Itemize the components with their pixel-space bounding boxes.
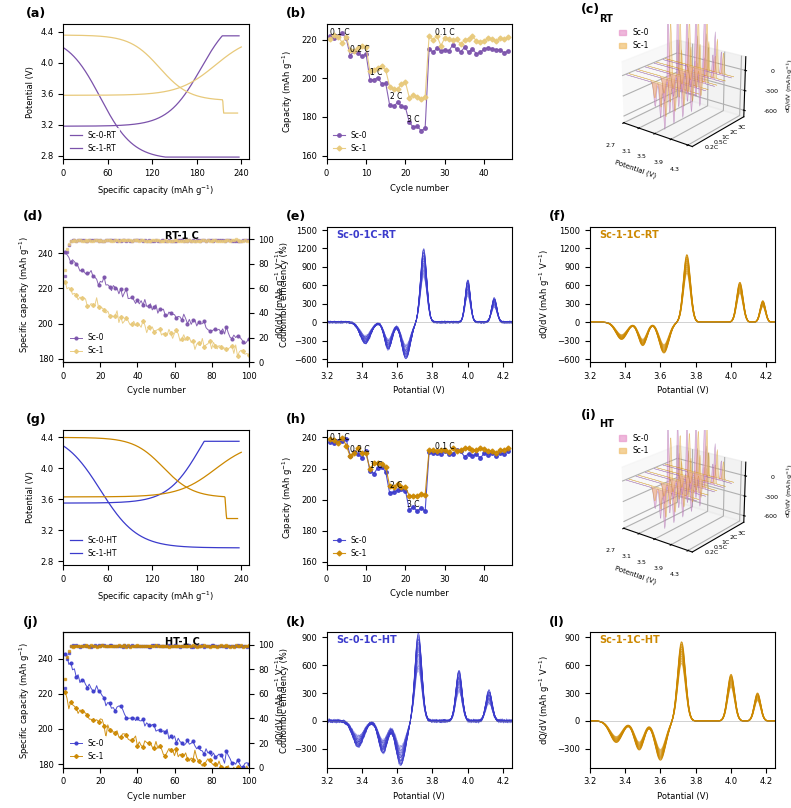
X-axis label: Cycle number: Cycle number (390, 589, 448, 598)
Y-axis label: Capacity (mAh g$^{-1}$): Capacity (mAh g$^{-1}$) (281, 50, 295, 133)
Legend: Sc-0, Sc-1: Sc-0, Sc-1 (331, 128, 370, 156)
Text: 0.1 C: 0.1 C (435, 442, 455, 451)
Text: 3 C: 3 C (407, 115, 420, 124)
Text: (i): (i) (581, 409, 597, 422)
X-axis label: Cycle number: Cycle number (127, 386, 185, 395)
Text: 0.1 C: 0.1 C (435, 27, 455, 37)
Text: 0.2 C: 0.2 C (350, 45, 370, 54)
Text: 3 C: 3 C (407, 499, 420, 508)
Y-axis label: Potential (V): Potential (V) (25, 471, 35, 524)
Text: 0.1 C: 0.1 C (331, 433, 350, 442)
Legend: Sc-0, Sc-1: Sc-0, Sc-1 (331, 533, 370, 561)
Legend: Sc-0, Sc-1: Sc-0, Sc-1 (619, 28, 649, 50)
Text: (e): (e) (286, 210, 306, 223)
Text: (g): (g) (26, 413, 47, 426)
Text: 0.2 C: 0.2 C (350, 445, 370, 454)
Text: 0.1 C: 0.1 C (331, 27, 350, 37)
Y-axis label: Specific capacity (mAh g$^{-1}$): Specific capacity (mAh g$^{-1}$) (17, 236, 32, 353)
Text: (f): (f) (549, 210, 566, 223)
Text: RT: RT (599, 14, 612, 23)
Y-axis label: dQ/dV (mAh g$^{-1}$ V$^{-1}$): dQ/dV (mAh g$^{-1}$ V$^{-1}$) (274, 655, 289, 745)
X-axis label: Potantial (V): Potantial (V) (393, 792, 445, 801)
X-axis label: Potential (V): Potential (V) (614, 565, 657, 585)
Y-axis label: dQ/dV (mAh g$^{-1}$ V$^{-1}$): dQ/dV (mAh g$^{-1}$ V$^{-1}$) (274, 250, 289, 339)
Legend: Sc-0, Sc-1: Sc-0, Sc-1 (619, 434, 649, 456)
Text: (h): (h) (286, 413, 306, 426)
X-axis label: Potantial (V): Potantial (V) (393, 386, 445, 395)
Text: RT-1 C: RT-1 C (165, 231, 199, 242)
Text: (a): (a) (26, 7, 47, 20)
Text: Sc-0-1C-RT: Sc-0-1C-RT (336, 229, 396, 240)
Legend: Sc-0-HT, Sc-1-HT: Sc-0-HT, Sc-1-HT (67, 533, 120, 561)
Text: 2 C: 2 C (390, 481, 402, 490)
Y-axis label: Specific capacity (mAh g$^{-1}$): Specific capacity (mAh g$^{-1}$) (17, 642, 32, 759)
Y-axis label: dQ/dV (mAh g$^{-1}$ V$^{-1}$): dQ/dV (mAh g$^{-1}$ V$^{-1}$) (537, 250, 551, 339)
Text: HT-1 C: HT-1 C (165, 637, 200, 646)
Legend: Sc-0, Sc-1: Sc-0, Sc-1 (67, 736, 108, 764)
Text: 1 C: 1 C (370, 69, 382, 78)
Text: (j): (j) (22, 616, 39, 629)
Text: (d): (d) (22, 210, 44, 223)
X-axis label: Cycle number: Cycle number (127, 792, 185, 801)
X-axis label: Potantial (V): Potantial (V) (657, 792, 709, 801)
Y-axis label: Coulombic efficiency (%): Coulombic efficiency (%) (280, 242, 289, 347)
Text: (k): (k) (286, 616, 306, 629)
X-axis label: Specific capacity (mAh g$^{-1}$): Specific capacity (mAh g$^{-1}$) (97, 589, 214, 604)
X-axis label: Specific capacity (mAh g$^{-1}$): Specific capacity (mAh g$^{-1}$) (97, 183, 214, 198)
Text: Sc-0-1C-HT: Sc-0-1C-HT (336, 635, 396, 646)
X-axis label: Potential (V): Potential (V) (614, 159, 657, 179)
Text: (l): (l) (549, 616, 565, 629)
X-axis label: Potantial (V): Potantial (V) (657, 386, 709, 395)
Text: Sc-1-1C-RT: Sc-1-1C-RT (599, 229, 659, 240)
Text: Sc-1-1C-HT: Sc-1-1C-HT (599, 635, 660, 646)
Legend: Sc-0, Sc-1: Sc-0, Sc-1 (67, 330, 108, 358)
Text: (c): (c) (581, 3, 600, 16)
Y-axis label: Potential (V): Potential (V) (25, 66, 35, 118)
Y-axis label: Capacity (mAh g$^{-1}$): Capacity (mAh g$^{-1}$) (281, 456, 295, 539)
Legend: Sc-0-RT, Sc-1-RT: Sc-0-RT, Sc-1-RT (67, 128, 119, 156)
Text: 2 C: 2 C (390, 91, 402, 100)
Y-axis label: Coulombic efficiency (%): Coulombic efficiency (%) (280, 647, 289, 752)
X-axis label: Cycle number: Cycle number (390, 183, 448, 192)
Text: HT: HT (599, 419, 614, 429)
Text: 1 C: 1 C (370, 461, 382, 469)
Y-axis label: dQ/dV (mAh g$^{-1}$ V$^{-1}$): dQ/dV (mAh g$^{-1}$ V$^{-1}$) (537, 655, 551, 745)
Text: (b): (b) (286, 7, 306, 20)
